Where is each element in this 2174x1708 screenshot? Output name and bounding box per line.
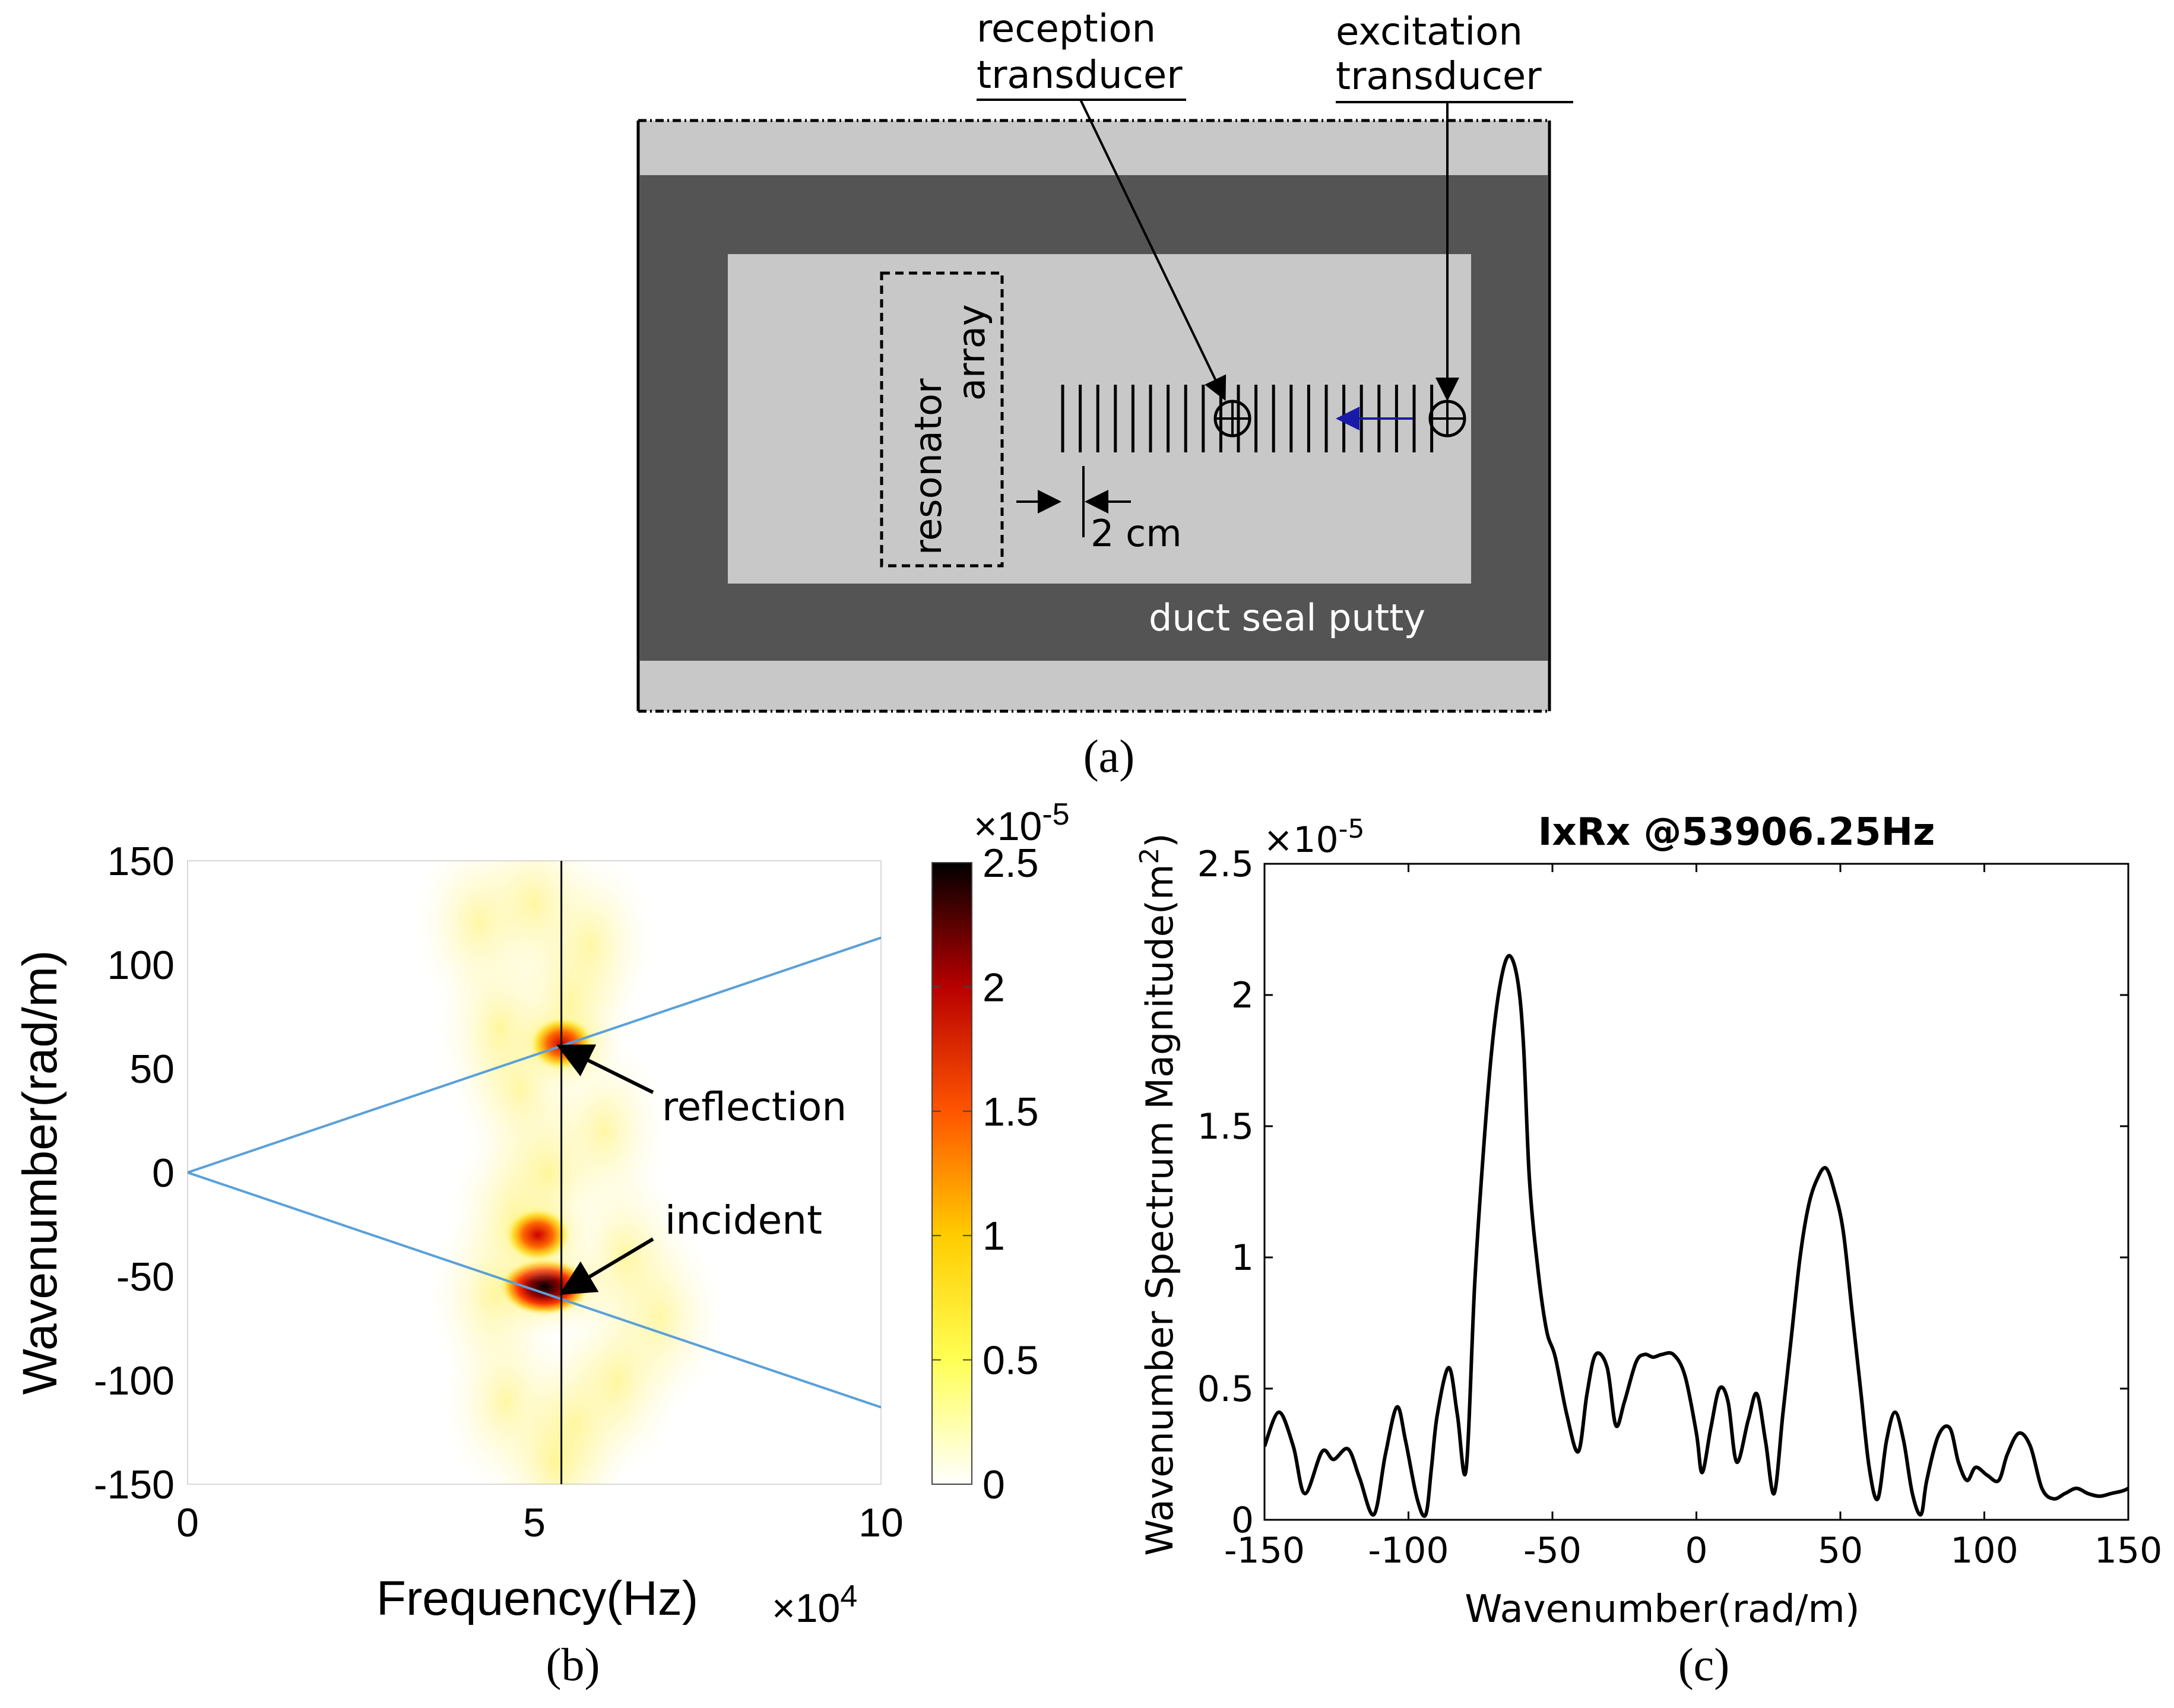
caption-c: (c): [1678, 1639, 1730, 1690]
line-chart-x-tick-label: 100: [1950, 1530, 2018, 1571]
panel-c-line-chart: -150 -100 -50 0 50 100 150 0 0.5 1 1.5 2 2.5 IxRx @5…: [1134, 810, 2162, 1690]
resonator-array: [1061, 385, 1434, 452]
colorbar-ticks: 2.5 2 1.5 1 0.5 0: [932, 841, 1039, 1507]
line-chart-x-tick-label: -150: [1224, 1530, 1305, 1571]
heatmap-y-tick-label: 150: [107, 839, 175, 884]
incident-annotation: incident: [665, 1197, 822, 1243]
line-chart-x-tick-label: 150: [2094, 1530, 2163, 1571]
colorbar: [931, 862, 972, 1485]
heatmap-x-tick-label: 5: [523, 1500, 546, 1545]
heatmap-ylabel: Wavenumber(rad/m): [13, 950, 67, 1395]
line-chart-x-tick-label: -100: [1368, 1530, 1449, 1571]
heatmap-axes-frame: [187, 860, 882, 1485]
line-chart-title: IxRx @53906.25Hz: [1538, 810, 1935, 854]
line-chart-y-tick-label: 2: [1231, 975, 1254, 1016]
spacing-label: 2 cm: [1091, 512, 1182, 555]
putty-frame: [639, 175, 1548, 661]
heatmap-xlabel: Frequency(Hz): [376, 1571, 698, 1625]
dispersion-line-upper: [188, 936, 881, 1174]
colorbar-tick-label: 1.5: [983, 1089, 1039, 1135]
line-chart-x-tick-label: -50: [1523, 1530, 1582, 1571]
colorbar-tick-label: 2: [983, 965, 1005, 1010]
line-chart-ylabel: Wavenumber Spectrum Magnitude(m2): [1134, 833, 1181, 1555]
panel-a-schematic: resonator array 2 cm duct seal putty rec…: [636, 7, 1573, 782]
line-chart-axes: [1263, 863, 2129, 1521]
colorbar-tick-label: 1: [983, 1213, 1005, 1259]
line-chart-y-tick-label: 1: [1231, 1237, 1254, 1279]
excitation-transducer-icon: [1428, 400, 1466, 438]
spacing-dimension: [1016, 466, 1131, 537]
line-chart-y-multiplier: ×10-5: [1263, 814, 1365, 861]
line-chart-y-tick-label: 2.5: [1197, 844, 1254, 885]
colorbar-tick-label: 0: [983, 1462, 1005, 1507]
line-chart-x-tick-label: 0: [1685, 1530, 1707, 1571]
array-label-line1: resonator: [907, 378, 950, 555]
heatmap-haze-blob: [490, 1368, 621, 1484]
line-chart-x-tick-label: 50: [1818, 1530, 1863, 1571]
caption-b: (b): [546, 1639, 600, 1690]
reception-label-line1: reception: [977, 7, 1156, 51]
heatmap-y-tick-label: 100: [107, 943, 175, 988]
colorbar-multiplier: ×10-5: [974, 797, 1070, 849]
line-chart-y-tick-label: 0: [1231, 1500, 1254, 1541]
heatmap-hotspots: [464, 996, 625, 1338]
caption-a: (a): [1083, 730, 1135, 782]
heatmap-x-ticks: 0 5 10: [176, 1500, 904, 1545]
incident-arrow: [559, 1237, 654, 1295]
line-chart-xlabel: Wavenumber(rad/m): [1465, 1587, 1859, 1631]
excitation-label-line2: transducer: [1336, 55, 1542, 99]
array-label-line2: array: [950, 304, 993, 401]
heatmap-y-ticks: 150 100 50 0 -50 -100 -150: [94, 839, 175, 1507]
colorbar-tick-label: 0.5: [983, 1338, 1039, 1383]
heatmap-hotspot-incident-tail: [505, 1208, 571, 1262]
series-line-ixrx: [1265, 953, 2128, 1518]
reflection-annotation: reflection: [662, 1084, 847, 1130]
resonator-array-box: [880, 271, 1004, 568]
putty-label: duct seal putty: [1149, 596, 1425, 639]
excitation-label-line1: excitation: [1336, 10, 1523, 54]
heatmap-x-multiplier: ×104: [772, 1579, 857, 1631]
heatmap-y-tick-label: 0: [152, 1151, 175, 1196]
colorbar-tick-label: 2.5: [983, 841, 1039, 886]
line-chart-y-tick-label: 1.5: [1197, 1106, 1254, 1148]
dispersion-line-lower: [188, 1171, 881, 1409]
reception-transducer-icon: [1213, 400, 1251, 438]
reception-label-line2: transducer: [977, 53, 1183, 97]
heatmap-y-tick-label: -50: [116, 1254, 175, 1300]
heatmap-field: [188, 861, 881, 1484]
line-chart-ticks: -150 -100 -50 0 50 100 150 0 0.5 1 1.5 2 2.5: [1197, 844, 2163, 1571]
heatmap-y-tick-label: 50: [129, 1047, 175, 1092]
reception-leader: [1079, 99, 1227, 401]
heatmap-y-tick-label: -100: [94, 1358, 175, 1403]
heatmap-x-tick-label: 0: [176, 1500, 199, 1545]
line-chart-y-tick-label: 0.5: [1197, 1368, 1254, 1410]
reflection-arrow: [556, 1044, 654, 1094]
heatmap-y-tick-label: -150: [94, 1462, 175, 1507]
heatmap-x-tick-label: 10: [858, 1500, 904, 1545]
